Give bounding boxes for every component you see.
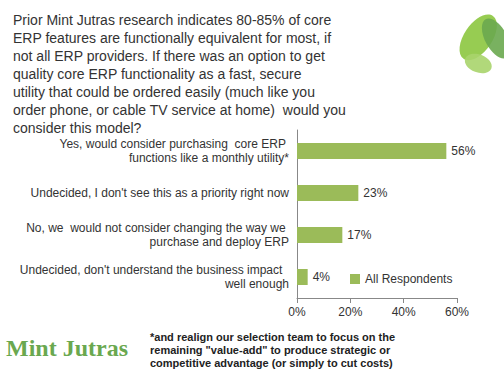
svg-text:well enough: well enough <box>224 277 289 291</box>
svg-text:56%: 56% <box>451 144 475 158</box>
svg-text:Prior Mint Jutras research ind: Prior Mint Jutras research indicates 80-… <box>13 12 335 28</box>
svg-text:40%: 40% <box>392 305 416 319</box>
svg-text:quality core ERP functionality: quality core ERP functionality as a fast… <box>13 66 305 82</box>
svg-text:not all ERP providers. If ther: not all ERP providers. If there was an o… <box>13 48 329 64</box>
svg-text:17%: 17% <box>347 228 371 242</box>
svg-text:All Respondents: All Respondents <box>365 272 452 286</box>
svg-text:Yes, would consider purchasing: Yes, would consider purchasing core ERP <box>60 137 289 151</box>
svg-text:order phone, or cable TV servi: order phone, or cable TV service at home… <box>13 102 350 118</box>
svg-text:consider this model?: consider this model? <box>13 120 142 136</box>
svg-text:competitive advantage (or simp: competitive advantage (or simply to cut … <box>150 357 393 369</box>
svg-text:60%: 60% <box>445 305 469 319</box>
svg-text:Undecided, don't understand th: Undecided, don't understand the business… <box>20 263 289 277</box>
svg-text:purchase and deploy ERP: purchase and deploy ERP <box>150 235 289 249</box>
svg-text:Undecided, I don't see this as: Undecided, I don't see this as a priorit… <box>31 186 290 200</box>
svg-text:utility that could be ordered: utility that could be ordered easily (mu… <box>13 84 319 100</box>
svg-text:4%: 4% <box>313 270 331 284</box>
svg-text:Mint Jutras: Mint Jutras <box>6 335 128 361</box>
svg-text:No, we would not consider cha: No, we would not consider changing the w… <box>26 221 289 235</box>
svg-text:remaining "value-add" to produ: remaining "value-add" to produce strateg… <box>150 344 393 356</box>
svg-text:ERP features are functionally: ERP features are functionally equivalent… <box>13 30 335 46</box>
svg-text:*and realign our selection tea: *and realign our selection team to focus… <box>150 331 398 343</box>
svg-text:0%: 0% <box>288 305 306 319</box>
svg-text:20%: 20% <box>338 305 362 319</box>
svg-text:functions like a monthly utili: functions like a monthly utility* <box>129 151 289 165</box>
svg-text:23%: 23% <box>363 186 387 200</box>
